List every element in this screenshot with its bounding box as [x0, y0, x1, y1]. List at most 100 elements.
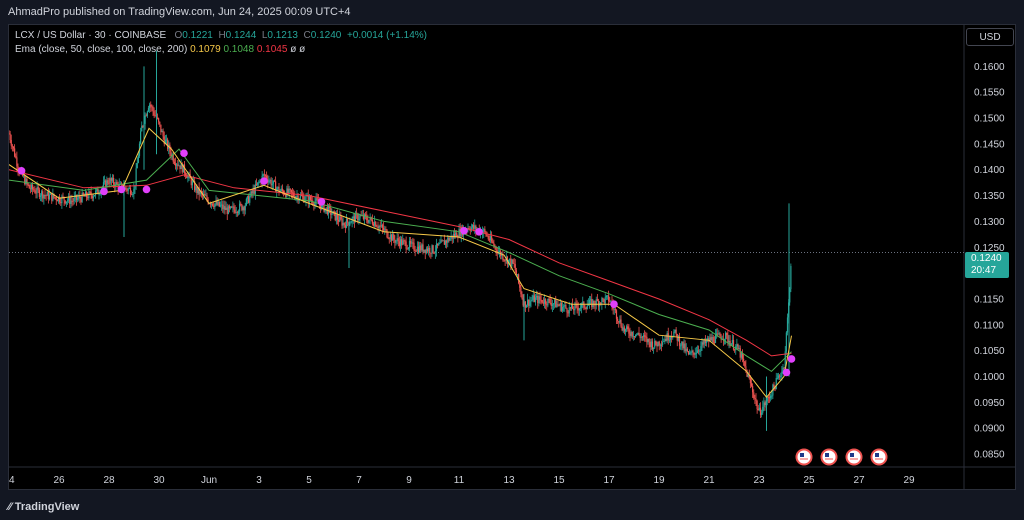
us-event-flag-icon[interactable]	[845, 448, 863, 466]
candle-body	[250, 191, 252, 197]
signal-marker	[475, 227, 483, 236]
candle-body	[98, 193, 100, 195]
candle-body	[404, 240, 406, 242]
candle-body	[206, 195, 208, 200]
null-value-1: ø	[290, 44, 297, 55]
candle-body	[737, 344, 739, 350]
candle-body	[613, 308, 615, 310]
candle-body	[60, 201, 62, 204]
us-event-flag-icon[interactable]	[795, 448, 813, 466]
symbol-title[interactable]: LCX / US Dollar · 30 · COINBASE	[15, 30, 167, 41]
candle-body	[548, 298, 550, 300]
candle-body	[551, 304, 553, 306]
candle-body	[325, 207, 327, 209]
candle-body	[243, 207, 245, 211]
ema-label[interactable]: Ema (close, 50, close, 100, close, 200)	[15, 44, 188, 55]
publish-header: AhmadPro published on TradingView.com, J…	[0, 0, 1024, 24]
candle-body	[394, 239, 396, 243]
candle-body	[728, 340, 730, 343]
currency-button[interactable]: USD	[966, 28, 1014, 46]
close-value: 0.1240	[310, 30, 342, 41]
chart-legend: LCX / US Dollar · 30 · COINBASE O0.1221 …	[15, 29, 427, 57]
candle-body	[666, 333, 668, 341]
candle-body	[665, 339, 667, 341]
candle-body	[493, 242, 495, 246]
candle-body	[687, 351, 690, 355]
candle-body	[9, 133, 10, 135]
symbol-row: LCX / US Dollar · 30 · COINBASE O0.1221 …	[15, 29, 427, 43]
candle-body	[232, 206, 234, 208]
y-tick-label: 0.0850	[974, 450, 1005, 461]
candle-body	[639, 335, 641, 338]
candle-body	[411, 242, 413, 244]
candle-body	[558, 305, 560, 306]
candle-body	[593, 300, 595, 305]
candle-body	[93, 195, 96, 197]
candle-body	[405, 241, 407, 249]
candle-body	[105, 180, 107, 188]
candle-body	[629, 333, 631, 336]
candle-body	[115, 182, 117, 188]
candle-body	[372, 223, 375, 226]
tradingview-logo[interactable]: ⁄⁄ TradingView	[8, 494, 79, 520]
candle-body	[11, 145, 13, 147]
x-tick-label: 21	[703, 475, 715, 486]
candle-body	[713, 342, 715, 344]
candle-body	[234, 209, 236, 213]
candle-body	[191, 181, 193, 186]
candle-body	[245, 198, 247, 206]
candle-body	[510, 258, 512, 267]
candle-body	[710, 337, 712, 341]
tradingview-logo-icon: ⁄⁄	[8, 501, 12, 513]
candle-body	[27, 183, 29, 185]
candle-body	[741, 353, 744, 359]
candle-body	[384, 229, 386, 231]
candle-body	[673, 331, 675, 337]
candle-body	[360, 215, 362, 217]
us-event-flag-icon[interactable]	[870, 448, 888, 466]
candle-body	[248, 196, 250, 203]
chart-canvas[interactable]: 0.16500.16000.15500.15000.14500.14000.13…	[9, 25, 1015, 489]
bar-countdown: 20:47	[971, 265, 997, 276]
candle-body	[266, 175, 268, 180]
y-tick-label: 0.1450	[974, 139, 1005, 150]
candle-body	[110, 178, 112, 181]
candle-body	[212, 203, 214, 206]
candle-body	[385, 229, 387, 231]
candle-body	[131, 194, 133, 196]
candle-body	[628, 329, 630, 334]
ema50-line	[9, 127, 792, 398]
candle-body	[35, 192, 37, 194]
candle-body	[392, 234, 394, 241]
candle-body	[677, 336, 679, 341]
candle-body	[387, 237, 389, 239]
candle-body	[750, 383, 753, 386]
candle-body	[240, 203, 242, 205]
candle-body	[570, 304, 573, 309]
candle-body	[433, 252, 435, 254]
candle-body	[258, 182, 260, 184]
candle-body	[204, 193, 206, 196]
candle-body	[379, 225, 381, 227]
candle-body	[79, 196, 81, 199]
candle-body	[696, 350, 699, 353]
candle-body	[144, 115, 146, 124]
candle-body	[501, 253, 503, 256]
candle-body	[378, 225, 380, 228]
candle-body	[41, 191, 43, 196]
candle-body	[614, 308, 616, 311]
published-line: AhmadPro published on TradingView.com, J…	[8, 6, 351, 18]
candle-body	[10, 140, 12, 146]
chart-frame[interactable]: 0.16500.16000.15500.15000.14500.14000.13…	[8, 24, 1016, 490]
candle-body	[595, 299, 597, 306]
candle-body	[641, 336, 643, 338]
us-event-flag-icon[interactable]	[820, 448, 838, 466]
candle-body	[47, 192, 49, 200]
candle-body	[789, 289, 791, 303]
candle-body	[747, 374, 749, 377]
candle-body	[709, 337, 711, 342]
candle-body	[269, 179, 271, 181]
candle-body	[136, 162, 138, 169]
candle-body	[435, 243, 438, 251]
candle-body	[87, 197, 89, 199]
